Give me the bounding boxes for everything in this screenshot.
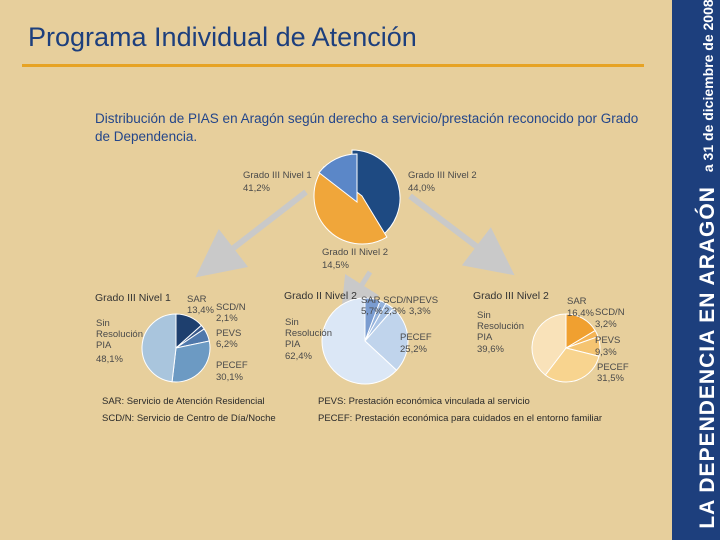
pie-grado-iii-nivel-1	[141, 313, 211, 383]
pie-main	[313, 149, 401, 245]
main-slice-grado-ii-nivel-2	[318, 153, 358, 204]
g3n1-label-sin-line3: PIA	[96, 340, 112, 351]
g3n2-value-pevs: 9,3%	[595, 347, 617, 358]
main-label-g2n2-name: Grado II Nivel 2	[322, 247, 388, 258]
g3n2-value-sar: 16,4%	[567, 308, 594, 319]
g2n2-value-scdn: 2,3%	[384, 306, 406, 317]
g3n2-label-scdn: SCD/N	[595, 307, 625, 318]
pie-grado-iii-nivel-2	[531, 313, 601, 383]
legend-pevs: PEVS: Prestación económica vinculada al …	[318, 396, 530, 407]
subchart-title-g2n2: Grado II Nivel 2	[284, 290, 357, 302]
legend-pecef: PECEF: Prestación económica para cuidado…	[318, 413, 602, 424]
g2n2-value-pevs: 3,3%	[409, 306, 431, 317]
g3n1-value-sar: 13,4%	[187, 305, 214, 316]
g2n2-slice-sin-resolucion-pia	[321, 297, 398, 385]
g3n1-value-pevs: 6,2%	[216, 339, 238, 350]
legend-scdn: SCD/N: Servicio de Centro de Día/Noche	[102, 413, 276, 424]
arrow-right	[408, 193, 515, 276]
main-slice-grado-iii-nivel-2	[313, 165, 388, 245]
page-title: Programa Individual de Atención	[28, 22, 417, 52]
g3n2-label-sin-line1: Sin	[477, 310, 491, 321]
g3n2-value-sin: 39,6%	[477, 344, 504, 355]
chart-title: Distribución de PIAS en Aragón según der…	[95, 111, 639, 144]
g3n2-label-sin-line3: PIA	[477, 332, 493, 343]
g3n1-value-scdn: 2,1%	[216, 313, 238, 324]
subchart-title-g3n1: Grado III Nivel 1	[95, 292, 171, 304]
g3n2-slice-pecef	[544, 347, 600, 383]
g3n1-slice-sin-resolucion-pia	[141, 313, 177, 383]
g2n2-label-pecef: PECEF	[400, 332, 432, 343]
g3n1-label-scdn: SCD/N	[216, 302, 246, 313]
main-label-g3n2-name: Grado III Nivel 2	[408, 170, 477, 181]
arrow-left	[195, 189, 308, 278]
g2n2-label-top: SAR SCD/NPEVS	[361, 295, 438, 306]
g3n1-label-sin-line2: Resolución	[96, 329, 143, 340]
g2n2-label-sin-line1: Sin	[285, 317, 299, 328]
g3n2-value-pecef: 31,5%	[597, 373, 624, 384]
g3n2-value-scdn: 3,2%	[595, 319, 617, 330]
g3n1-label-sar: SAR	[187, 294, 207, 305]
g3n2-label-pevs: PEVS	[595, 335, 620, 346]
main-label-g3n1-value: 41,2%	[243, 183, 270, 194]
g2n2-slice-pecef	[364, 307, 409, 371]
g2n2-value-sin: 62,4%	[285, 351, 312, 362]
g3n1-slice-pecef	[171, 340, 211, 383]
legend-sar: SAR: Servicio de Atención Residencial	[102, 396, 265, 407]
g3n2-label-sin-line2: Resolución	[477, 321, 524, 332]
g2n2-label-sin-line2: Resolución	[285, 328, 332, 339]
g3n1-label-sin-line1: Sin	[96, 318, 110, 329]
main-label-g2n2-value: 14,5%	[322, 260, 349, 271]
side-band	[672, 0, 720, 540]
g3n2-label-sar: SAR	[567, 296, 587, 307]
g3n2-label-pecef: PECEF	[597, 362, 629, 373]
g3n1-value-pecef: 30,1%	[216, 372, 243, 383]
subchart-title-g3n2: Grado III Nivel 2	[473, 290, 549, 302]
g3n1-label-pecef: PECEF	[216, 360, 248, 371]
pie-grado-ii-nivel-2	[321, 297, 409, 385]
g3n1-value-sin: 48,1%	[96, 354, 123, 365]
main-label-g3n2-value: 44,0%	[408, 183, 435, 194]
g3n2-slice-sin-resolucion-pia	[531, 313, 567, 376]
g3n1-label-pevs: PEVS	[216, 328, 241, 339]
g2n2-value-pecef: 25,2%	[400, 344, 427, 355]
title-underline	[22, 64, 644, 67]
g2n2-value-sar: 5,7%	[361, 306, 383, 317]
g2n2-label-sin-line3: PIA	[285, 339, 301, 350]
main-label-g3n1-name: Grado III Nivel 1	[243, 170, 312, 181]
